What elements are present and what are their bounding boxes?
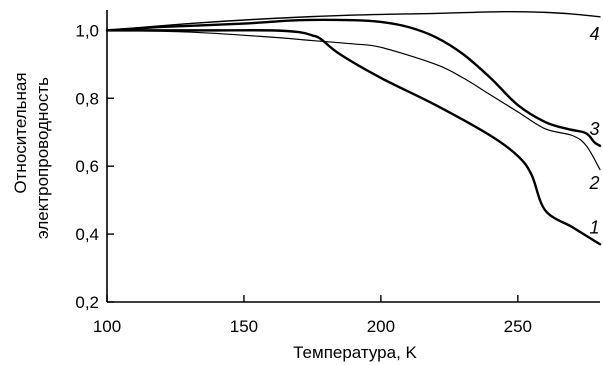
y-axis-ticks: 0,2 0,4 0,6 0,8 1,0: [75, 21, 114, 312]
y-tick-label: 0,6: [75, 157, 99, 176]
series-line-4: [106, 10, 601, 32]
series-label-1: 1: [590, 217, 600, 237]
series-label-2: 2: [589, 173, 600, 193]
series-lines: [105, 10, 602, 246]
y-axis-label-line1: Относительная: [11, 72, 30, 193]
series-line-2: [106, 29, 601, 171]
x-axis-ticks: 100 150 200 250: [93, 295, 532, 336]
x-tick-label: 100: [93, 317, 121, 336]
y-tick-label: 0,2: [75, 293, 99, 312]
x-tick-label: 200: [367, 317, 395, 336]
y-tick-label: 1,0: [75, 21, 99, 40]
series-label-4: 4: [590, 24, 600, 44]
x-tick-label: 150: [230, 317, 258, 336]
y-axis-label-line2: электропроводность: [33, 77, 52, 239]
y-tick-label: 0,4: [75, 225, 99, 244]
series-label-3: 3: [590, 119, 600, 139]
y-tick-label: 0,8: [75, 89, 99, 108]
chart-axes: [106, 10, 600, 303]
series-labels: 1 2 3 4: [589, 24, 600, 238]
series-line-1: [105, 29, 602, 246]
x-tick-label: 250: [504, 317, 532, 336]
series-line-3: [105, 18, 602, 148]
x-axis-label: Температура, K: [293, 343, 417, 362]
